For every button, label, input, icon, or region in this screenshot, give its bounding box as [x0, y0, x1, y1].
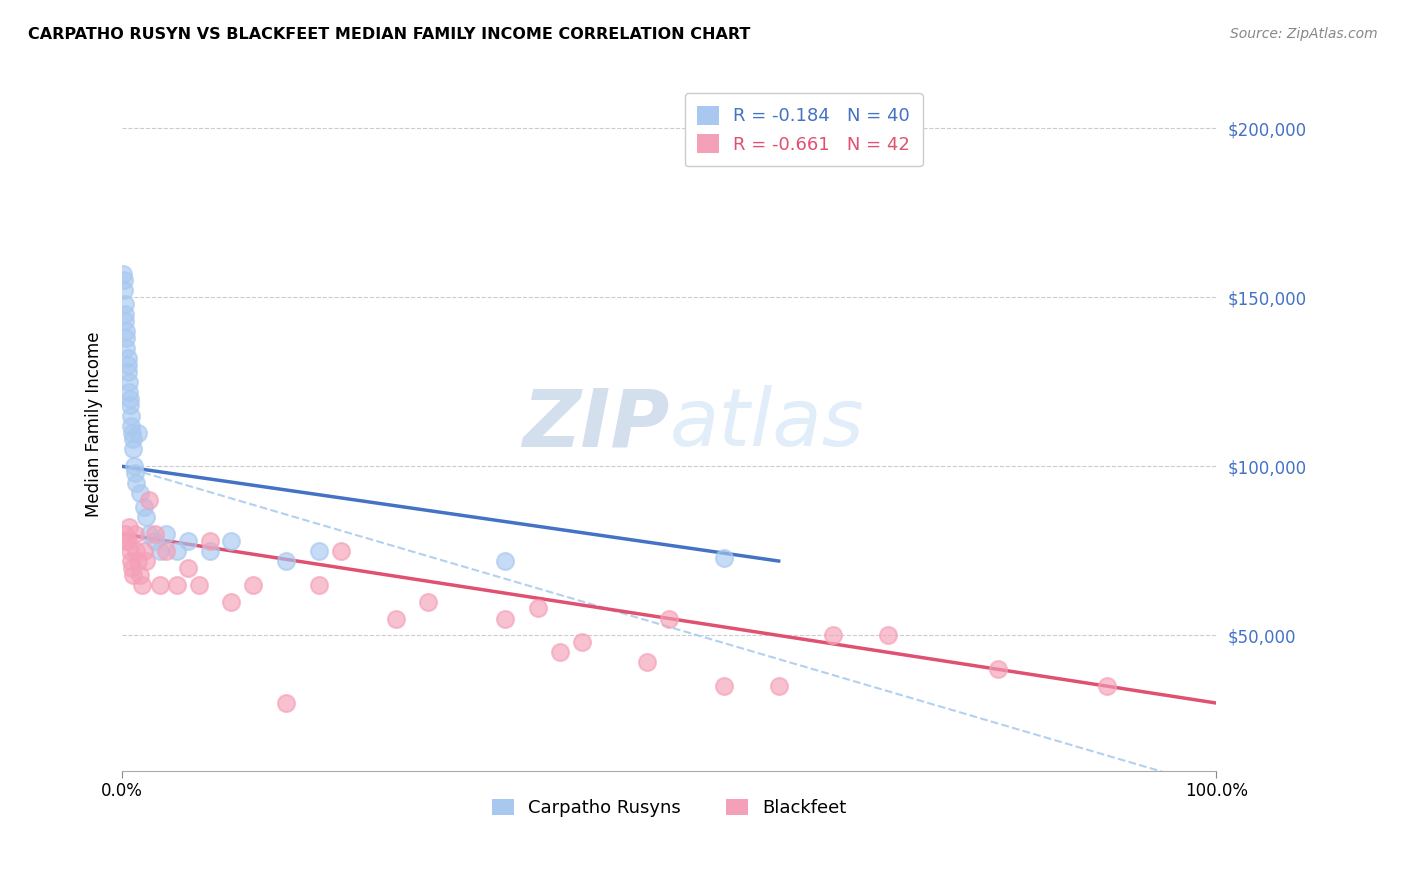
Point — [149, 544, 172, 558]
Point — [242, 577, 264, 591]
Point — [120, 409, 142, 423]
Point — [713, 550, 735, 565]
Point — [276, 696, 298, 710]
Point — [494, 611, 516, 625]
Point — [571, 635, 593, 649]
Point — [131, 577, 153, 591]
Point — [120, 418, 142, 433]
Text: ZIP: ZIP — [522, 385, 669, 463]
Point — [118, 544, 141, 558]
Point — [117, 365, 139, 379]
Point — [527, 601, 550, 615]
Point — [132, 500, 155, 514]
Point — [120, 554, 142, 568]
Point — [115, 331, 138, 345]
Point — [155, 544, 177, 558]
Point — [112, 284, 135, 298]
Point — [112, 267, 135, 281]
Point — [117, 358, 139, 372]
Y-axis label: Median Family Income: Median Family Income — [86, 331, 103, 516]
Point — [122, 567, 145, 582]
Point — [117, 533, 139, 548]
Point — [823, 628, 845, 642]
Point — [308, 577, 330, 591]
Point — [166, 544, 188, 558]
Point — [713, 679, 735, 693]
Point — [122, 442, 145, 457]
Point — [128, 567, 150, 582]
Point — [135, 510, 157, 524]
Point — [1095, 679, 1118, 693]
Point — [384, 611, 406, 625]
Point — [114, 307, 136, 321]
Point — [114, 314, 136, 328]
Point — [117, 384, 139, 399]
Point — [548, 645, 571, 659]
Point — [118, 392, 141, 406]
Point — [117, 351, 139, 365]
Point — [114, 527, 136, 541]
Point — [115, 533, 138, 548]
Point — [221, 594, 243, 608]
Point — [124, 466, 146, 480]
Legend: Carpatho Rusyns, Blackfeet: Carpatho Rusyns, Blackfeet — [485, 791, 853, 824]
Point — [132, 544, 155, 558]
Point — [138, 527, 160, 541]
Point — [636, 656, 658, 670]
Point — [122, 432, 145, 446]
Point — [149, 577, 172, 591]
Text: CARPATHO RUSYN VS BLACKFEET MEDIAN FAMILY INCOME CORRELATION CHART: CARPATHO RUSYN VS BLACKFEET MEDIAN FAMIL… — [28, 27, 751, 42]
Point — [986, 662, 1008, 676]
Point — [135, 554, 157, 568]
Point — [127, 425, 149, 440]
Point — [122, 459, 145, 474]
Point — [121, 561, 143, 575]
Point — [124, 527, 146, 541]
Point — [125, 544, 148, 558]
Point — [118, 399, 141, 413]
Point — [117, 375, 139, 389]
Point — [221, 533, 243, 548]
Point — [418, 594, 440, 608]
Point — [128, 486, 150, 500]
Point — [125, 476, 148, 491]
Point — [143, 533, 166, 548]
Point — [121, 425, 143, 440]
Point — [114, 297, 136, 311]
Point — [187, 577, 209, 591]
Text: atlas: atlas — [669, 385, 863, 463]
Point — [276, 554, 298, 568]
Point — [115, 341, 138, 355]
Point — [329, 544, 352, 558]
Point — [112, 273, 135, 287]
Point — [877, 628, 900, 642]
Point — [658, 611, 681, 625]
Point — [494, 554, 516, 568]
Point — [143, 527, 166, 541]
Text: Source: ZipAtlas.com: Source: ZipAtlas.com — [1230, 27, 1378, 41]
Point — [115, 324, 138, 338]
Point — [138, 493, 160, 508]
Point — [177, 561, 200, 575]
Point — [198, 544, 221, 558]
Point — [308, 544, 330, 558]
Point — [155, 527, 177, 541]
Point — [198, 533, 221, 548]
Point — [127, 554, 149, 568]
Point — [177, 533, 200, 548]
Point — [117, 520, 139, 534]
Point — [768, 679, 790, 693]
Point — [166, 577, 188, 591]
